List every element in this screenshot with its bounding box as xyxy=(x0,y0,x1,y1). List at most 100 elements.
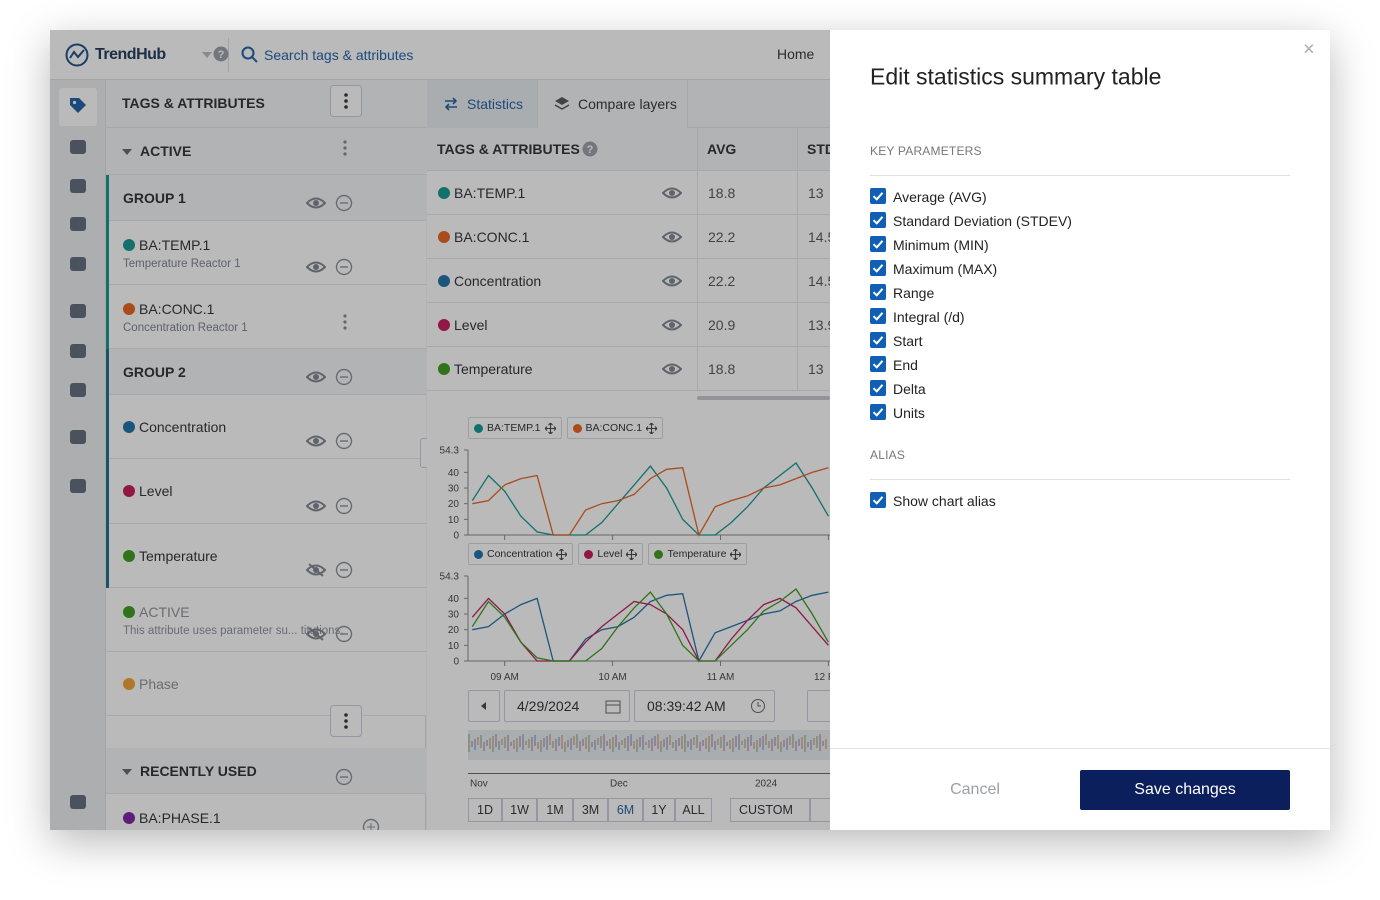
checkbox-label[interactable]: End xyxy=(893,357,918,373)
tag-name[interactable]: BA:CONC.1 xyxy=(139,301,215,317)
checkbox[interactable] xyxy=(870,308,886,324)
help-icon[interactable]: ? xyxy=(582,141,598,157)
sidebar-icon[interactable] xyxy=(68,792,88,812)
remove-button[interactable] xyxy=(335,768,353,786)
checkbox[interactable] xyxy=(870,260,886,276)
visibility-toggle[interactable] xyxy=(306,563,326,577)
logo-dropdown[interactable] xyxy=(202,51,212,59)
checkbox[interactable] xyxy=(870,380,886,396)
remove-button[interactable] xyxy=(335,561,353,579)
visibility-toggle[interactable] xyxy=(306,260,326,274)
collapse-caret[interactable] xyxy=(122,148,132,156)
remove-button[interactable] xyxy=(335,625,353,643)
cancel-button[interactable]: Cancel xyxy=(950,781,1000,798)
visibility-toggle[interactable] xyxy=(306,434,326,448)
search-placeholder[interactable]: Search tags & attributes xyxy=(264,47,414,63)
visibility-toggle[interactable] xyxy=(662,274,682,288)
checkbox-label[interactable]: Minimum (MIN) xyxy=(893,237,989,253)
visibility-toggle[interactable] xyxy=(306,627,326,641)
visibility-toggle[interactable] xyxy=(662,230,682,244)
collapse-caret[interactable] xyxy=(122,768,132,776)
range-button[interactable]: 6M xyxy=(608,798,643,822)
help-icon[interactable]: ? xyxy=(213,46,229,62)
add-button[interactable] xyxy=(362,818,380,830)
visibility-toggle[interactable] xyxy=(306,370,326,384)
tab-label[interactable]: Compare layers xyxy=(578,96,677,112)
more-menu[interactable] xyxy=(330,85,362,117)
move-handle[interactable] xyxy=(544,422,556,434)
legend-item[interactable]: BA:CONC.1 xyxy=(566,417,664,439)
range-button[interactable]: 1M xyxy=(537,798,573,822)
sidebar-icon[interactable] xyxy=(68,176,88,196)
sidebar-icon[interactable] xyxy=(68,380,88,400)
save-button[interactable]: Save changes xyxy=(1080,770,1290,810)
checkbox[interactable] xyxy=(870,236,886,252)
modal-backdrop[interactable] xyxy=(50,30,830,830)
sidebar-icon[interactable] xyxy=(68,476,88,496)
sidebar-icon[interactable] xyxy=(68,137,88,157)
sidebar-icon[interactable] xyxy=(68,254,88,274)
tag-name[interactable]: ACTIVE xyxy=(139,603,190,620)
tag-name[interactable]: BA:TEMP.1 xyxy=(139,237,211,253)
checkbox-label[interactable]: Units xyxy=(893,405,925,421)
checkbox[interactable] xyxy=(870,404,886,420)
custom-range-button[interactable]: CUSTOM xyxy=(730,798,810,822)
move-handle[interactable] xyxy=(730,548,742,560)
visibility-toggle[interactable] xyxy=(306,196,326,210)
legend-item[interactable]: BA:TEMP.1 xyxy=(468,417,562,439)
legend-item[interactable]: Temperature xyxy=(648,543,748,565)
sidebar-icon[interactable] xyxy=(68,214,88,234)
checkbox[interactable] xyxy=(870,212,886,228)
checkbox[interactable] xyxy=(870,356,886,372)
sidebar-icon[interactable] xyxy=(68,341,88,361)
remove-button[interactable] xyxy=(335,432,353,450)
range-button[interactable]: 3M xyxy=(573,798,608,822)
checkbox[interactable] xyxy=(870,492,886,508)
checkbox-label[interactable]: Integral (/d) xyxy=(893,309,965,325)
range-button[interactable]: 1W xyxy=(502,798,537,822)
legend-item[interactable]: Concentration xyxy=(468,543,574,565)
sidebar-icon[interactable] xyxy=(68,96,88,116)
range-button[interactable]: 1Y xyxy=(643,798,675,822)
range-button[interactable]: 1D xyxy=(468,798,502,822)
sidebar-icon[interactable] xyxy=(68,427,88,447)
range-button[interactable]: ALL xyxy=(675,798,712,822)
checkbox-label[interactable]: Start xyxy=(893,333,923,349)
modal-close[interactable]: × xyxy=(1303,38,1315,61)
remove-button[interactable] xyxy=(335,258,353,276)
visibility-toggle[interactable] xyxy=(662,318,682,332)
legend-item[interactable]: Level xyxy=(578,543,644,565)
more-menu[interactable] xyxy=(330,704,362,737)
move-handle[interactable] xyxy=(646,422,658,434)
tag-name[interactable]: BA:PHASE.1 xyxy=(139,809,221,826)
more-menu[interactable] xyxy=(340,306,350,338)
more-menu[interactable] xyxy=(340,132,350,164)
remove-button[interactable] xyxy=(335,497,353,515)
tag-name[interactable]: Phase xyxy=(139,675,179,692)
checkbox[interactable] xyxy=(870,284,886,300)
remove-button[interactable] xyxy=(335,368,353,386)
checkbox-label[interactable]: Average (AVG) xyxy=(893,189,987,205)
tag-name[interactable]: Level xyxy=(139,483,173,500)
move-handle[interactable] xyxy=(556,548,568,560)
tab[interactable] xyxy=(427,80,538,128)
checkbox[interactable] xyxy=(870,188,886,204)
visibility-toggle[interactable] xyxy=(662,186,682,200)
checkbox[interactable] xyxy=(870,332,886,348)
nav-link[interactable]: Home xyxy=(777,46,815,62)
checkbox-label[interactable]: Delta xyxy=(893,381,926,397)
remove-button[interactable] xyxy=(335,194,353,212)
move-handle[interactable] xyxy=(626,548,638,560)
sidebar-icon[interactable] xyxy=(68,301,88,321)
tag-name[interactable]: Concentration xyxy=(139,419,227,436)
checkbox-label[interactable]: Show chart alias xyxy=(893,493,996,509)
visibility-toggle[interactable] xyxy=(662,362,682,376)
checkbox-label[interactable]: Range xyxy=(893,285,935,301)
checkbox-label[interactable]: Maximum (MAX) xyxy=(893,261,998,277)
tab-label[interactable]: Statistics xyxy=(467,96,524,112)
visibility-toggle[interactable] xyxy=(306,499,326,513)
date-input[interactable] xyxy=(504,690,630,722)
checkbox-label[interactable]: Standard Deviation (STDEV) xyxy=(893,213,1072,229)
search-icon[interactable] xyxy=(241,46,259,64)
tag-name[interactable]: Temperature xyxy=(139,547,218,564)
